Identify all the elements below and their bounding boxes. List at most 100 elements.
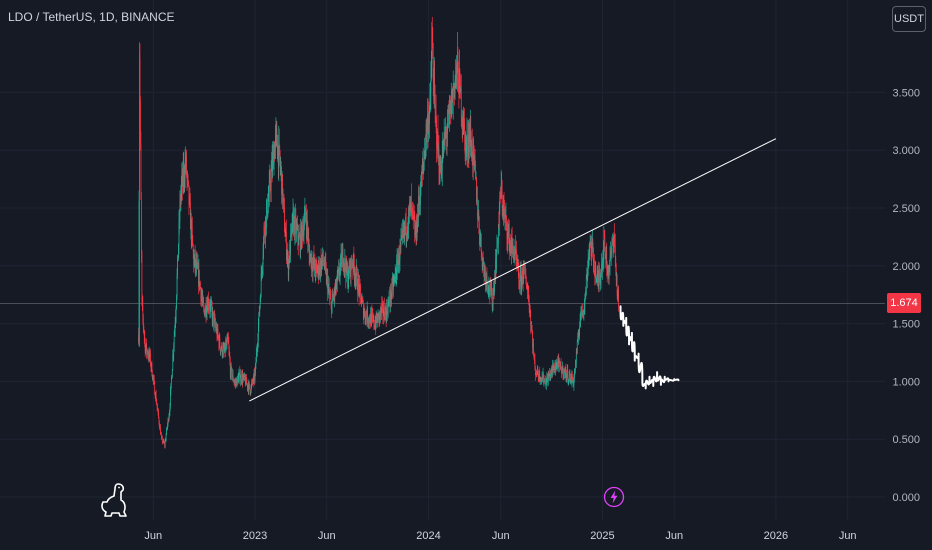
- candle-body: [475, 164, 476, 178]
- candle-body: [435, 109, 436, 113]
- candle-body: [376, 313, 378, 321]
- candle-body: [351, 264, 353, 267]
- candle-body: [366, 308, 368, 321]
- candle-body: [172, 356, 174, 370]
- candle-body: [206, 312, 207, 315]
- candle-body: [514, 245, 516, 256]
- candle-body: [358, 279, 359, 286]
- candle-body: [356, 268, 358, 272]
- candle-body: [223, 346, 224, 348]
- candle-body: [190, 217, 192, 230]
- candle-body: [151, 363, 153, 376]
- candle-body: [281, 174, 283, 195]
- candle-body: [362, 300, 364, 303]
- candle-body: [411, 205, 413, 207]
- candle-body: [469, 130, 471, 140]
- candle-body: [385, 311, 387, 320]
- candle-body: [373, 325, 375, 327]
- candle-body: [610, 250, 612, 254]
- candle-body: [460, 88, 462, 93]
- candle-body: [495, 259, 497, 270]
- candle-body: [169, 406, 171, 413]
- candle-body: [354, 275, 356, 278]
- candle-body: [344, 257, 346, 269]
- candle-body: [174, 328, 176, 336]
- candle-body: [272, 155, 273, 172]
- candle-body: [344, 257, 346, 267]
- candle-body: [386, 306, 388, 314]
- candle-body: [160, 434, 162, 436]
- candle-body: [295, 215, 296, 218]
- candle-body: [282, 197, 284, 203]
- candle-body: [190, 217, 192, 241]
- candle-body: [563, 373, 565, 376]
- candle-body: [537, 374, 539, 377]
- candle-body: [333, 296, 335, 299]
- candle-body: [347, 280, 349, 287]
- candle-body: [158, 417, 160, 424]
- lightning-icon[interactable]: [603, 486, 625, 508]
- candle-body: [309, 253, 311, 263]
- candle-body: [286, 256, 288, 258]
- candle-body: [421, 168, 423, 188]
- candle-body: [371, 313, 373, 315]
- projection-path[interactable]: [619, 305, 680, 390]
- candle-body: [283, 197, 284, 201]
- candle-body: [308, 243, 310, 254]
- candle-body: [298, 234, 300, 238]
- candle-body: [266, 209, 267, 228]
- candle-body: [451, 89, 453, 114]
- candle-body: [290, 230, 292, 234]
- candle-body: [452, 87, 454, 101]
- candle-body: [201, 297, 203, 300]
- candle-body: [336, 283, 338, 289]
- candle-body: [560, 361, 561, 365]
- candle-body: [477, 215, 479, 219]
- candle-body: [389, 302, 391, 305]
- candle-body: [432, 57, 434, 81]
- candle-body: [569, 373, 571, 383]
- candle-body: [403, 225, 405, 233]
- candle-body: [187, 175, 188, 177]
- candle-body: [365, 312, 367, 320]
- candle-body: [499, 194, 501, 211]
- y-tick-label: 2.500: [892, 203, 920, 215]
- candle-body: [523, 263, 525, 268]
- candle-body: [572, 376, 573, 381]
- candle-body: [315, 269, 316, 275]
- candle-body: [340, 253, 342, 257]
- candle-body: [592, 242, 593, 248]
- candle-body: [470, 142, 472, 156]
- candle-body: [222, 347, 224, 355]
- candle-body: [406, 233, 408, 235]
- candle-body: [405, 216, 407, 237]
- currency-button[interactable]: USDT: [892, 6, 926, 32]
- candle-body: [338, 267, 340, 270]
- candle-body: [176, 274, 178, 296]
- candle-body: [395, 277, 397, 280]
- candle-body: [500, 183, 502, 197]
- candle-body: [274, 149, 275, 159]
- candle-body: [403, 225, 405, 234]
- candle-body: [161, 434, 162, 438]
- candle-body: [258, 312, 260, 326]
- candle-body: [215, 324, 216, 327]
- candle-body: [150, 364, 152, 367]
- candle-body: [500, 194, 502, 197]
- candle-body: [509, 242, 511, 244]
- candle-body: [346, 260, 348, 272]
- candle-body: [468, 136, 469, 154]
- candle-body: [399, 245, 401, 261]
- candle-body: [163, 442, 165, 444]
- trendline[interactable]: [249, 138, 777, 402]
- candle-body: [427, 114, 428, 123]
- candle-body: [297, 239, 299, 245]
- candle-body: [431, 35, 433, 42]
- candle-body: [183, 167, 185, 180]
- candle-body: [483, 262, 484, 267]
- candle-body: [537, 367, 539, 375]
- candle-body: [162, 442, 164, 443]
- candle-body: [553, 365, 555, 369]
- tradingview-dino-logo-icon[interactable]: [98, 482, 128, 518]
